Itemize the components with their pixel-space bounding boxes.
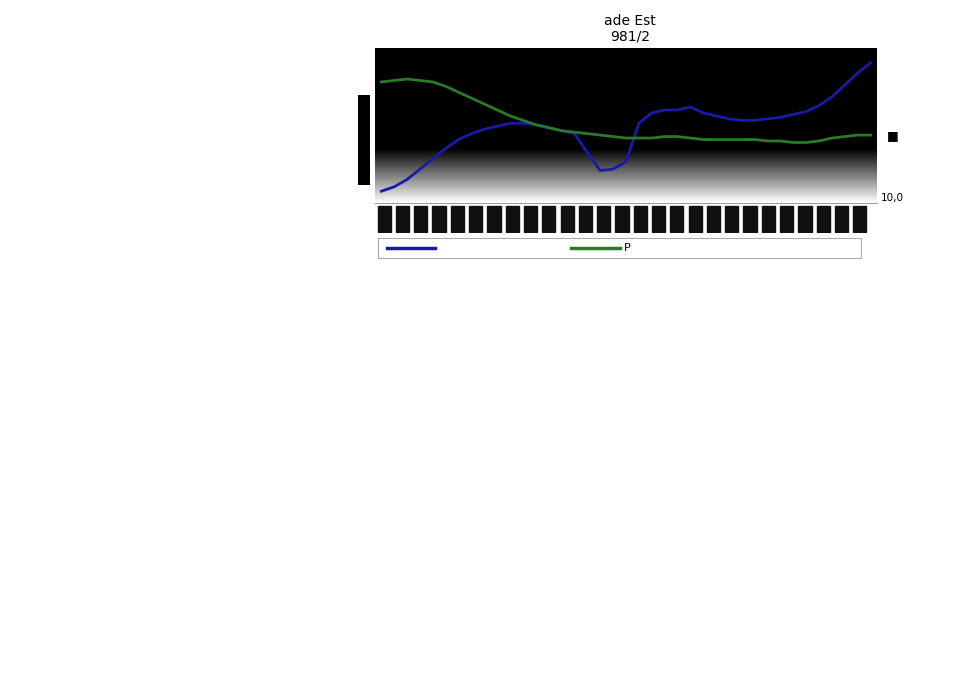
Bar — [853, 207, 867, 232]
Bar — [762, 207, 775, 232]
Bar — [670, 207, 684, 232]
Bar — [469, 207, 482, 232]
Text: 10,0: 10,0 — [881, 193, 904, 203]
Bar — [451, 207, 464, 232]
Bar — [488, 207, 500, 232]
Text: ade Est: ade Est — [604, 14, 656, 28]
Bar — [414, 207, 427, 232]
Bar — [506, 207, 518, 232]
Bar — [524, 207, 537, 232]
Bar — [396, 207, 409, 232]
Bar — [615, 207, 629, 232]
Bar — [707, 207, 720, 232]
Bar — [688, 207, 702, 232]
Bar — [835, 207, 848, 232]
FancyBboxPatch shape — [378, 238, 861, 258]
Text: P: P — [624, 243, 631, 253]
Bar — [579, 207, 592, 232]
Bar — [634, 207, 647, 232]
Bar — [561, 207, 574, 232]
Bar — [725, 207, 738, 232]
Bar — [597, 207, 611, 232]
Bar — [652, 207, 665, 232]
Bar — [780, 207, 793, 232]
Bar — [799, 207, 811, 232]
Bar — [542, 207, 556, 232]
Bar — [432, 207, 445, 232]
Bar — [377, 207, 391, 232]
Text: 981/2: 981/2 — [610, 30, 650, 44]
Bar — [743, 207, 756, 232]
Text: ■: ■ — [887, 129, 899, 142]
Bar — [817, 207, 829, 232]
